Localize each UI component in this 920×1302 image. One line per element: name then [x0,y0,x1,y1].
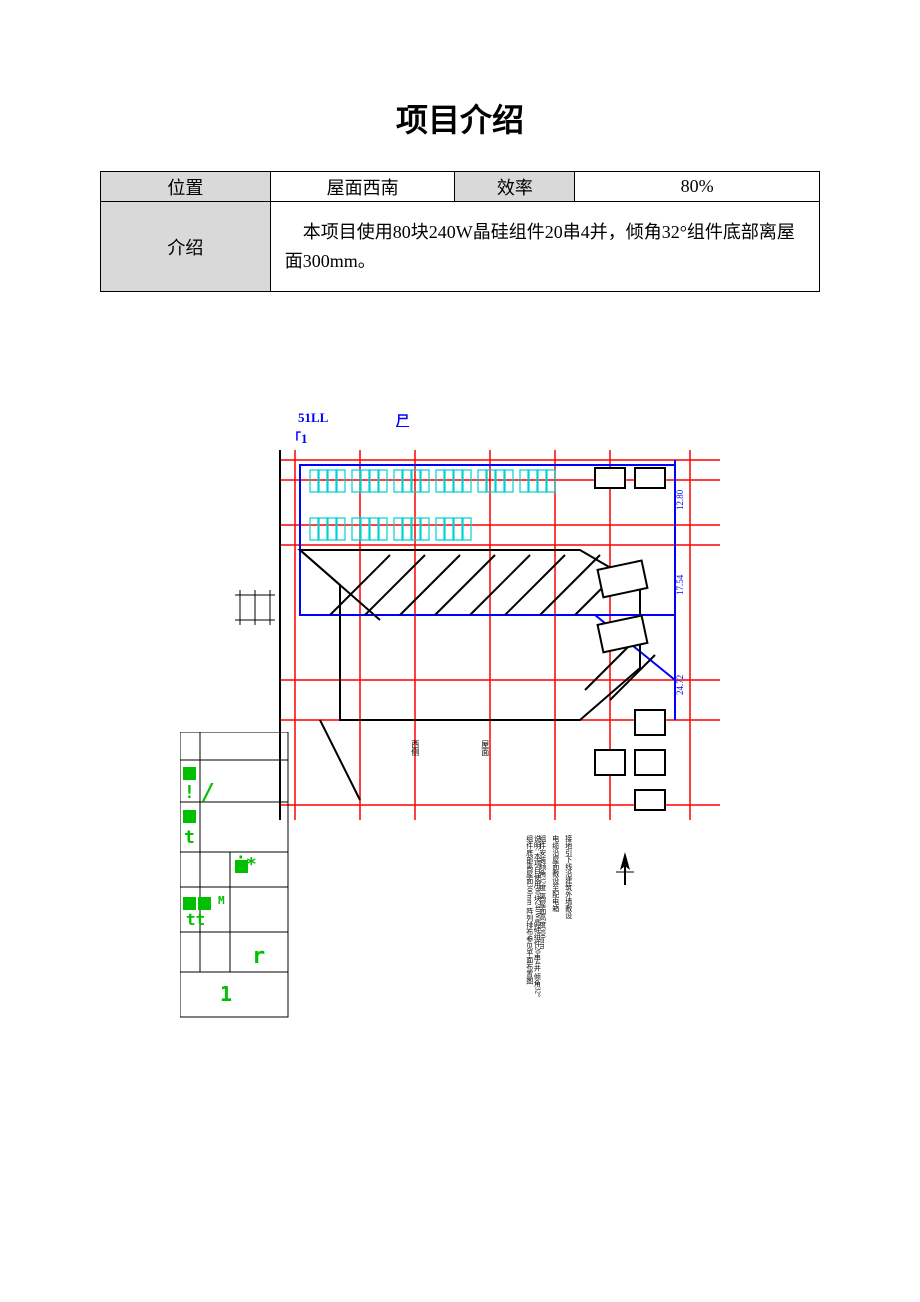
legend-slash: / [202,780,215,805]
legend-r: r [252,944,265,969]
mid-label-1: 西侧 [410,740,419,800]
legend-t: t [184,827,195,848]
dim-3: 24.72 [675,675,685,695]
info-table: 位置 屋面西南 效率 80% 介绍 本项目使用80块240W晶硅组件20串4并，… [100,171,820,292]
legend-m: M [218,894,225,907]
location-label: 位置 [101,172,271,202]
efficiency-label: 效率 [455,172,575,202]
dim-2: 17.54 [675,574,685,595]
legend-bang: ! [184,782,195,803]
efficiency-value: 80% [575,172,820,202]
site-diagram: 51LL 尸 「1 12.80 [180,420,740,1030]
intro-value: 本项目使用80块240W晶硅组件20串4并，倾角32°组件底部离屋面300mm。 [270,202,819,292]
legend-tt: tt [186,910,205,929]
diagram-notes-4: 接地引下线沿建筑外墙敷设 [564,835,572,1005]
legend-box: ! / t i* tt M r 1 [180,732,290,1022]
diagram-notes-3: 电缆沿屋面敷设至配电箱 [551,835,559,1005]
dim-1: 12.80 [675,489,685,510]
page-title: 项目介绍 [0,0,920,171]
diagram-notes-2: 组件安装倾角32度 离屋面高度300mm [538,835,546,1005]
compass-icon [610,850,640,890]
legend-istar: i* [235,854,257,875]
intro-label: 介绍 [101,202,271,292]
legend-1: 1 [220,982,232,1006]
mid-label-2: 屋面 [480,740,489,800]
location-value: 屋面西南 [270,172,455,202]
